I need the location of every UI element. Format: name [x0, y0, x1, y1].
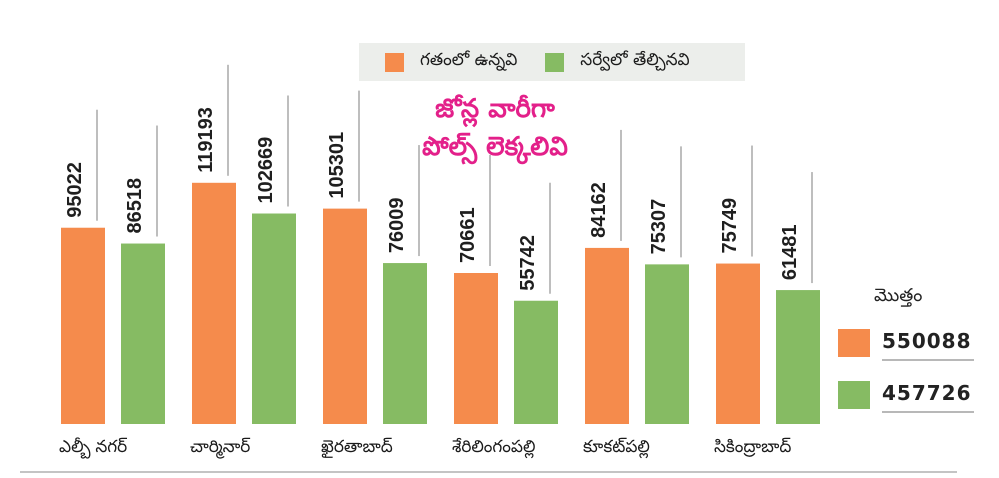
- bar-survey-1: [252, 213, 296, 424]
- chart-title-line-2: పోల్స్ లెక్కలివి: [422, 132, 568, 162]
- category-label: కూకట్‌పల్లి: [583, 437, 650, 459]
- data-label: 105301: [326, 132, 348, 199]
- chart-title: జోన్ల వారీగా పోల్స్ లెక్కలివి: [395, 90, 595, 166]
- legend-item-survey: సర్వేలో తేల్చినవి: [545, 50, 690, 74]
- legend-swatch-green: [545, 52, 565, 72]
- data-label: 76009: [386, 197, 408, 253]
- legend-item-previous: గతంలో ఉన్నవి: [385, 50, 517, 74]
- data-label: 61481: [779, 224, 801, 280]
- category-label: చార్మినార్: [190, 437, 250, 459]
- bar-survey-3: [514, 300, 558, 424]
- bar-previous-0: [61, 227, 105, 424]
- totals-title: మొత్తం: [874, 285, 923, 306]
- data-label: 70661: [457, 207, 479, 263]
- legend: గతంలో ఉన్నవి సర్వేలో తేల్చినవి: [359, 43, 745, 81]
- data-label: 102669: [255, 137, 277, 204]
- legend-label-previous: గతంలో ఉన్నవి: [420, 50, 518, 70]
- category-label: సికింద్రాబాద్: [714, 437, 791, 457]
- bar-previous-3: [454, 273, 498, 424]
- bar-previous-2: [323, 208, 367, 424]
- data-label: 75749: [719, 198, 741, 254]
- bar-previous-5: [716, 263, 760, 424]
- data-label: 119193: [195, 107, 217, 173]
- baseline-rule: [20, 471, 957, 473]
- category-label: ఎల్బీ నగర్: [59, 437, 127, 459]
- total-swatch-green: [838, 381, 870, 409]
- data-label: 75307: [648, 199, 670, 255]
- total-value-previous: 550088: [882, 329, 974, 361]
- data-label: 84162: [588, 182, 610, 238]
- legend-label-survey: సర్వేలో తేల్చినవి: [580, 50, 690, 70]
- bar-survey-2: [383, 263, 427, 424]
- category-label: శేరిలింగంపల్లి: [452, 437, 535, 459]
- bar-survey-5: [776, 290, 820, 424]
- data-label: 86518: [124, 178, 146, 234]
- bar-survey-0: [121, 243, 165, 424]
- category-label: ఖైరతాబాద్: [321, 437, 393, 458]
- legend-swatch-orange: [385, 52, 404, 72]
- data-label: 55742: [517, 235, 539, 291]
- bar-previous-1: [192, 182, 236, 424]
- total-value-survey: 457726: [882, 381, 974, 413]
- data-label: 95022: [64, 162, 86, 218]
- total-swatch-orange: [838, 329, 870, 357]
- total-row-previous: 550088: [838, 329, 974, 361]
- total-row-survey: 457726: [838, 381, 974, 413]
- bar-survey-4: [645, 264, 689, 424]
- bar-previous-4: [585, 247, 629, 424]
- chart-title-line-1: జోన్ల వారీగా: [435, 94, 555, 124]
